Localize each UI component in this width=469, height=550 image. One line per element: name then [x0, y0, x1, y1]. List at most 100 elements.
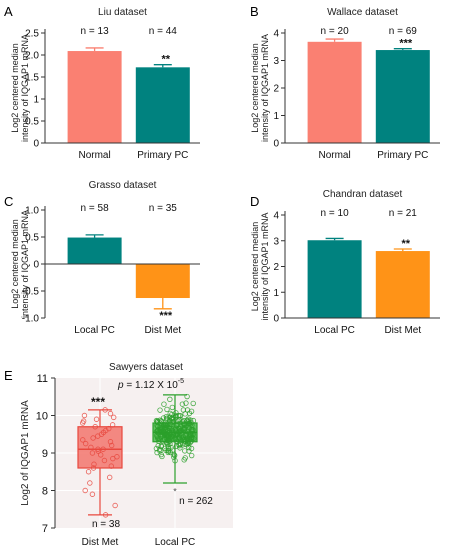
y-tick-label: 4 [273, 211, 279, 222]
data-point [171, 454, 177, 460]
y-tick-label: 11 [37, 373, 48, 385]
category-label: Dist Met [82, 537, 119, 548]
y-axis-label-line: intensity of IQGAP1 mRNA [20, 34, 30, 142]
data-point [190, 400, 196, 407]
significance-stars: ** [162, 54, 171, 66]
data-point [169, 447, 176, 453]
data-point [167, 431, 174, 437]
data-point [107, 410, 114, 417]
data-point [173, 425, 179, 432]
data-point [167, 396, 173, 403]
data-point [161, 401, 167, 407]
data-point [176, 443, 183, 449]
data-point [182, 441, 188, 447]
y-tick-label: 2 [273, 262, 279, 273]
panel-letter: B [250, 4, 259, 19]
category-label: Dist Met [384, 325, 421, 336]
data-point [93, 416, 100, 422]
y-tick-label: 1 [273, 111, 279, 122]
p-value-symbol: p [117, 380, 124, 391]
y-tick-label: 1 [273, 288, 279, 299]
data-point [109, 422, 116, 428]
panel-title: Liu dataset [98, 7, 147, 18]
data-point [158, 451, 164, 458]
data-point [108, 442, 115, 449]
y-tick-label: 1 [33, 95, 39, 106]
data-point [102, 407, 108, 413]
category-label: Dist Met [144, 325, 181, 336]
y-axis-label-line: Log2 centered median [10, 219, 20, 309]
bar [67, 237, 122, 264]
data-point [81, 412, 88, 419]
significance-stars: *** [399, 38, 413, 50]
panel-title: Grasso dataset [89, 180, 157, 191]
bar [135, 67, 190, 143]
data-point [91, 461, 97, 467]
y-tick-label: 0.5 [25, 233, 39, 244]
data-point [166, 428, 173, 434]
data-point [179, 401, 186, 407]
data-point [182, 448, 188, 454]
y-axis-label-line: intensity of IQGAP1 mRNA [260, 34, 270, 142]
data-point [154, 449, 160, 456]
data-point [184, 407, 191, 413]
y-axis-label: Log2 centered medianintensity of IQGAP1 … [250, 212, 270, 320]
count-label: n = 20 [321, 26, 350, 37]
count-label: n = 35 [149, 203, 178, 214]
data-point [173, 422, 180, 428]
data-point [157, 448, 163, 454]
y-tick-label: 4 [273, 29, 279, 40]
panel-d: D Chandran dataset Log2 centered medianint… [250, 189, 440, 336]
y-axis-label-line: intensity of IQGAP1 mRNA [20, 210, 30, 318]
panel-title: Chandran dataset [323, 189, 403, 200]
data-point [188, 452, 195, 459]
data-point [154, 435, 161, 441]
data-point [87, 480, 93, 486]
y-axis-label-line: intensity of IQGAP1 mRNA [260, 212, 270, 320]
data-point [189, 428, 195, 435]
data-point [89, 491, 96, 497]
y-axis-label-line: Log2 centered median [10, 43, 20, 133]
panel-b: B Wallace dataset Log2 centered medianinte… [250, 4, 440, 161]
data-point [176, 435, 182, 441]
y-tick-label: 0 [33, 139, 39, 150]
category-label: Primary PC [377, 150, 428, 161]
data-point [172, 457, 178, 464]
data-point [164, 416, 170, 423]
data-point [182, 455, 188, 461]
data-point [89, 450, 96, 456]
data-point [186, 436, 193, 443]
panel-c: C Grasso dataset Log2 centered medianinten… [4, 180, 200, 336]
data-point [167, 410, 173, 417]
data-point [179, 435, 186, 442]
data-point [184, 393, 190, 400]
y-tick-label: 2.5 [25, 29, 39, 40]
data-point [106, 425, 112, 432]
y-tick-label: 7 [42, 523, 48, 535]
category-label: Normal [318, 150, 350, 161]
y-tick-label: 2.0 [25, 51, 39, 62]
data-point [90, 435, 96, 441]
y-tick-label: 10 [36, 411, 48, 423]
data-point [179, 430, 186, 436]
data-point [153, 445, 160, 452]
count-label: n = 10 [321, 208, 350, 219]
y-tick-label: 1.0 [25, 206, 39, 217]
data-point [102, 512, 109, 518]
y-tick-label: 0.5 [25, 117, 39, 128]
data-point [163, 447, 169, 454]
panel-letter: C [4, 194, 13, 209]
data-point [184, 418, 190, 424]
data-point [164, 406, 170, 413]
significance-stars: *** [91, 395, 105, 409]
p-value-text: = 1.12 X 10 [124, 380, 179, 391]
y-tick-label: 8 [42, 486, 48, 498]
box-dist-met [77, 407, 123, 518]
category-label: Primary PC [137, 150, 188, 161]
data-point [164, 440, 170, 446]
y-tick-label: 3 [273, 56, 279, 67]
count-label: n = 262 [179, 496, 213, 507]
data-point [101, 457, 108, 464]
y-tick-label: 0 [273, 139, 279, 150]
y-axis-label-line: Log2 centered median [250, 43, 260, 133]
